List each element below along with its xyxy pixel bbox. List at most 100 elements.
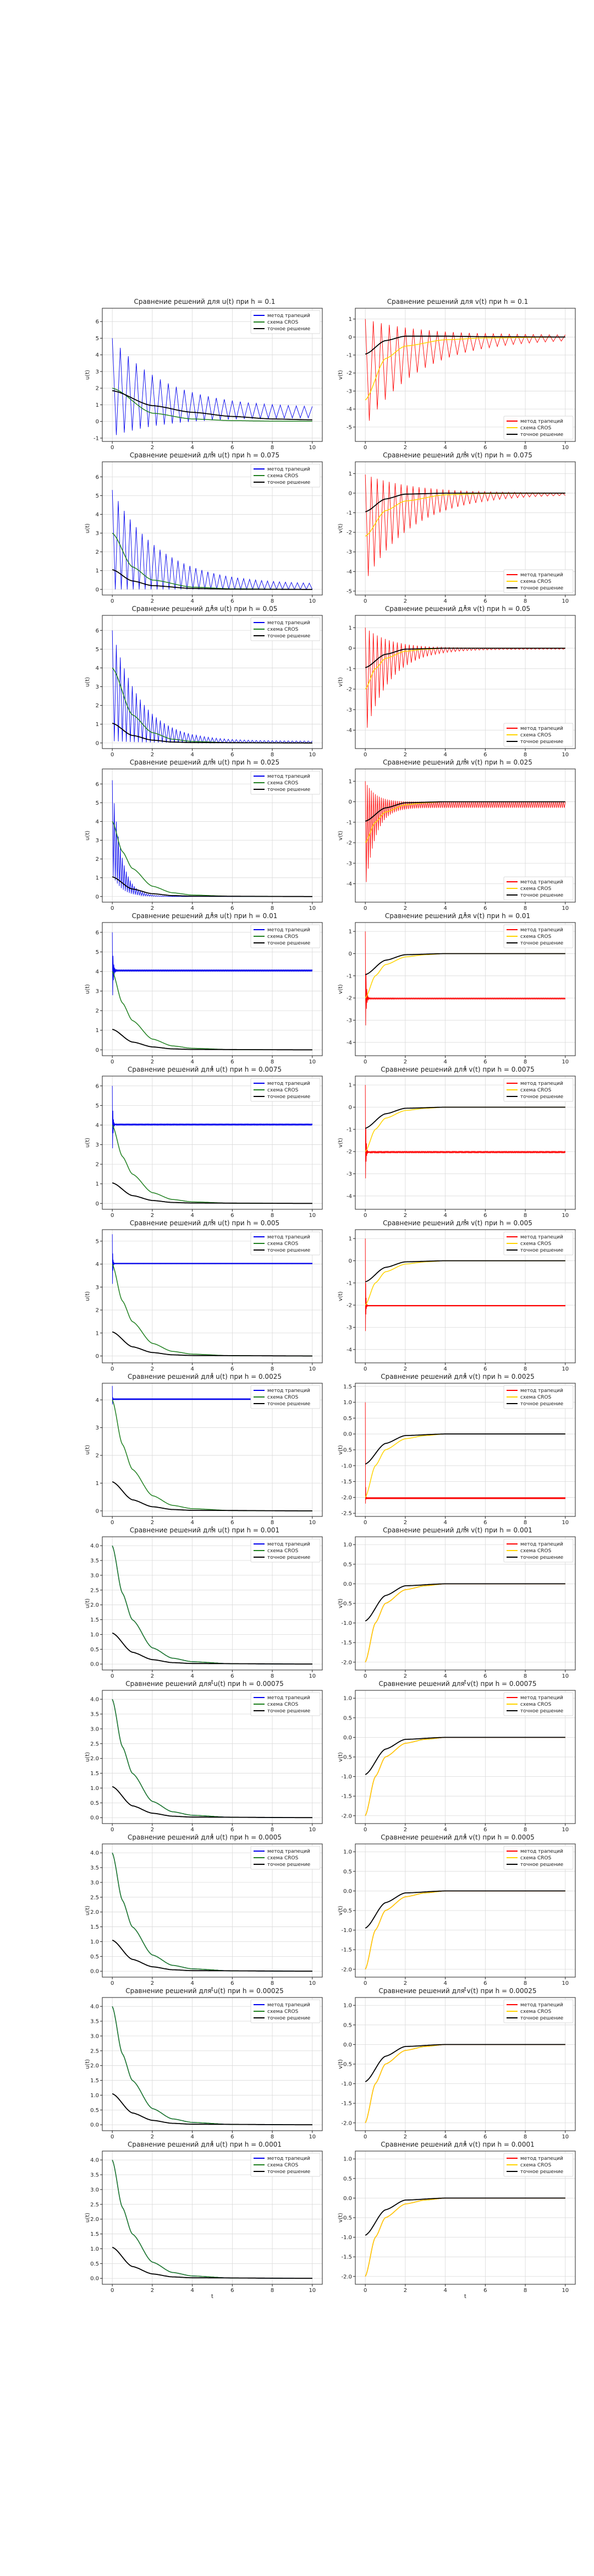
tick-label-y: 5 xyxy=(96,1103,99,1109)
chart-title: Сравнение решений для v(t) при h = 0.000… xyxy=(378,1680,537,1688)
tick-label-y: 1 xyxy=(349,1083,352,1089)
axis-label-y: u(t) xyxy=(85,1445,91,1455)
tick-label-y: 4.0 xyxy=(90,1697,99,1703)
tick-label-y: 3.0 xyxy=(90,1880,99,1886)
tick-label-y: -1.5 xyxy=(341,2101,352,2107)
tick-label-x: 2 xyxy=(404,1059,407,1065)
tick-label-y: 4 xyxy=(96,969,99,975)
tick-label-y: 4 xyxy=(96,819,99,825)
tick-label-y: 2.0 xyxy=(90,1909,99,1915)
chart-v-4: Сравнение решений для v(t) при h = 0.01 0… xyxy=(337,912,579,1071)
tick-label-y: 5 xyxy=(96,800,99,806)
tick-label-x: 10 xyxy=(562,598,569,604)
tick-label-x: 4 xyxy=(443,1673,447,1679)
plot-area xyxy=(365,1085,566,1178)
tick-label-y: 1.0 xyxy=(90,1939,99,1945)
series-line-exact xyxy=(112,569,312,590)
legend-box xyxy=(250,617,321,641)
plot-frame xyxy=(355,1997,576,2131)
axis-label-y: u(t) xyxy=(85,2059,91,2069)
tick-label-y: 3 xyxy=(96,1142,99,1148)
chart-svg: 0 2 4 6 8 10 -1 0 1 2 3 4 5 6 t u(t) метод трапецийсхема… xyxy=(85,308,323,457)
tick-label-x: 8 xyxy=(524,1673,527,1679)
axis-label-y: u(t) xyxy=(85,523,91,533)
axis-label-y: u(t) xyxy=(85,1598,91,1608)
chart-v-0: Сравнение решений для v(t) при h = 0.1 0 2… xyxy=(337,298,579,457)
plot-area xyxy=(112,490,313,591)
tick-label-y: 1 xyxy=(96,1028,99,1034)
axis-label-x: t xyxy=(464,2294,466,2300)
legend-label-cros: схема CROS xyxy=(520,2009,552,2015)
tick-label-y: 1.0 xyxy=(90,1632,99,1638)
plot-frame xyxy=(102,922,323,1056)
legend-label-exact: точное решение xyxy=(267,634,311,639)
legend-label-exact: точное решение xyxy=(267,787,311,793)
tick-label-y: -1.0 xyxy=(341,1463,352,1469)
tick-label-x: 10 xyxy=(562,1366,569,1372)
axis-label-x: t xyxy=(464,1986,466,1993)
legend-label-exact: точное решение xyxy=(267,941,311,946)
tick-label-x: 6 xyxy=(483,905,487,912)
tick-label-x: 2 xyxy=(151,445,154,451)
tick-label-y: 0.0 xyxy=(343,1735,352,1741)
legend-box xyxy=(503,1846,574,1870)
tick-label-x: 6 xyxy=(230,598,234,604)
tick-label-x: 6 xyxy=(483,598,487,604)
chart-title: Сравнение решений для u(t) при h = 0.025 xyxy=(129,758,280,766)
chart-svg: 0 2 4 6 8 10 -4 -3 -2 -1 0 1 t v(t) метод трапецийсхем… xyxy=(338,1229,576,1378)
axis-label-y: u(t) xyxy=(85,984,91,994)
series-line-exact xyxy=(112,1786,312,1819)
tick-label-x: 2 xyxy=(404,1827,407,1833)
tick-label-x: 8 xyxy=(271,2288,274,2294)
legend-label-trap: метод трапеций xyxy=(267,620,310,626)
chart-v-2: Сравнение решений для v(t) при h = 0.05 0… xyxy=(337,605,579,764)
tick-label-y: 0.0 xyxy=(90,2276,99,2282)
tick-label-y: 0 xyxy=(96,1508,99,1514)
legend-label-trap: метод трапеций xyxy=(520,419,563,424)
axis-label-y: u(t) xyxy=(85,831,91,841)
series-line-exact xyxy=(365,647,565,668)
tick-label-y: 6 xyxy=(96,474,99,481)
legend-label-cros: схема CROS xyxy=(520,2163,552,2168)
legend-label-exact: точное решение xyxy=(520,1401,564,1407)
tick-label-y: -1 xyxy=(346,1280,352,1286)
tick-label-x: 8 xyxy=(271,1059,274,1065)
tick-label-x: 8 xyxy=(271,1980,274,1986)
tick-label-x: 4 xyxy=(190,1213,194,1219)
legend-label-cros: схема CROS xyxy=(267,2009,299,2015)
legend-box xyxy=(250,924,321,948)
legend-box xyxy=(503,1538,574,1563)
tick-label-x: 6 xyxy=(483,1366,487,1372)
tick-label-y: -4 xyxy=(346,881,352,887)
legend-label-cros: схема CROS xyxy=(520,1395,552,1400)
tick-label-y: -2 xyxy=(346,841,352,847)
tick-label-x: 6 xyxy=(230,1520,234,1526)
series-line-trap xyxy=(365,1085,566,1178)
tick-label-y: -1.0 xyxy=(341,2235,352,2241)
tick-label-y: 1.5 xyxy=(90,2231,99,2237)
axis-label-y: v(t) xyxy=(338,1291,344,1301)
axis-label-x: t xyxy=(464,451,466,457)
legend-box xyxy=(250,463,321,488)
series-line-cros xyxy=(365,336,565,401)
legend-label-exact: точное решение xyxy=(520,1709,564,1714)
tick-label-y: 5 xyxy=(96,949,99,956)
tick-label-y: -2.0 xyxy=(341,2120,352,2126)
tick-label-y: -0.5 xyxy=(341,1601,352,1607)
tick-label-x: 8 xyxy=(524,598,527,604)
chart-title: Сравнение решений для u(t) при h = 0.05 xyxy=(131,605,278,613)
tick-label-y: 0.5 xyxy=(90,1647,99,1653)
legend-label-cros: схема CROS xyxy=(267,1241,299,1247)
legend-label-exact: точное решение xyxy=(520,2169,564,2175)
tick-label-x: 2 xyxy=(151,2134,154,2140)
tick-label-y: -3 xyxy=(346,707,352,713)
tick-label-x: 0 xyxy=(111,1980,114,1986)
tick-label-x: 0 xyxy=(364,2288,367,2294)
